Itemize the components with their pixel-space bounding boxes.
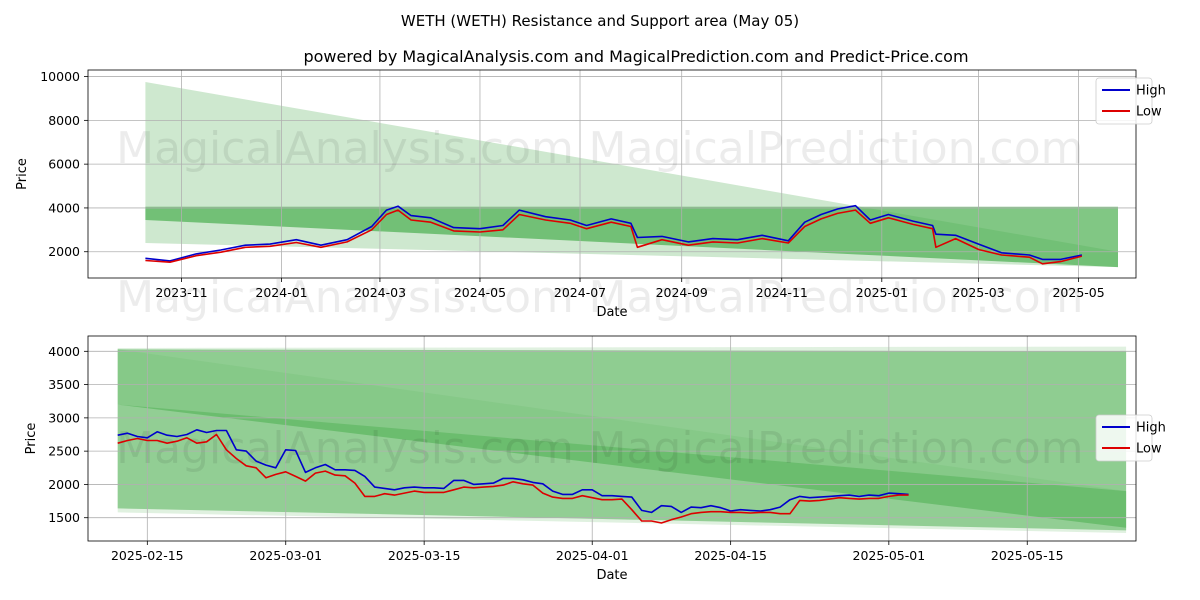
y-axis-label: Price (15, 158, 30, 190)
x-tick-label: 2025-03-15 (388, 548, 461, 563)
series-line-high (145, 204, 1083, 262)
y-tick-label: 2000 (48, 244, 80, 259)
y-tick-label: 6000 (48, 157, 80, 172)
x-tick-label: 2025-05-01 (853, 548, 926, 563)
axes-frame (87, 69, 1137, 279)
x-tick-label: 2023-11 (155, 285, 207, 300)
series-line-low (117, 433, 909, 524)
x-tick-label: 2024-07 (554, 285, 606, 300)
x-tick-label: 2025-04-01 (556, 548, 629, 563)
legend-label-high: High (1136, 421, 1166, 436)
band-dark (117, 349, 1127, 528)
y-tick-label: 2000 (48, 477, 80, 492)
chart-title: WETH (WETH) Resistance and Support area … (401, 12, 799, 30)
y-axis-label: Price (24, 423, 39, 455)
y-tick-label: 4000 (48, 200, 80, 215)
x-tick-label: 2025-02-15 (111, 548, 184, 563)
y-tick-label: 4000 (48, 344, 80, 359)
series-line-high (117, 429, 909, 514)
watermark: MagicalAnalysis.com (116, 123, 574, 174)
bottom-panel: 2025-02-15 2025-03-01 2025-03-15 2025-04-01… (24, 335, 1166, 583)
legend-label-low: Low (1136, 105, 1162, 120)
watermark: MagicalAnalysis.com (116, 272, 574, 323)
x-tick-label: 2024-11 (756, 285, 808, 300)
x-tick-label: 2025-01 (856, 285, 908, 300)
x-tick-label: 2025-05 (1052, 285, 1104, 300)
x-tick-label: 2024-09 (656, 285, 708, 300)
x-axis-label: Date (596, 568, 627, 583)
y-tick-label: 2500 (48, 444, 80, 459)
series-line-low (145, 209, 1083, 265)
y-tick-label: 8000 (48, 113, 80, 128)
x-tick-label: 2025-05-15 (991, 548, 1064, 563)
chart-subtitle: powered by MagicalAnalysis.com and Magic… (303, 47, 968, 66)
legend-label-low: Low (1136, 442, 1162, 457)
x-tick-label: 2025-03-01 (249, 548, 322, 563)
legend-label-high: High (1136, 84, 1166, 99)
top-panel: 2023-11 2024-01 2024-03 2024-05 2024-07 2024-… (15, 69, 1166, 323)
legend: High Low (1095, 414, 1166, 462)
watermark: MagicalPrediction.com (589, 272, 1084, 323)
watermark: MagicalAnalysis.com (116, 423, 574, 474)
y-tick-label: 3000 (48, 410, 80, 425)
x-tick-label: 2024-01 (255, 285, 307, 300)
x-tick-label: 2024-03 (354, 285, 406, 300)
x-tick-label: 2024-05 (454, 285, 506, 300)
x-tick-label: 2025-04-15 (694, 548, 767, 563)
y-tick-label: 10000 (40, 69, 80, 84)
y-tick-label: 1500 (48, 510, 80, 525)
legend: High Low (1095, 77, 1166, 125)
x-axis-label: Date (596, 305, 627, 320)
watermark: MagicalPrediction.com (589, 423, 1084, 474)
watermark: MagicalPrediction.com (589, 123, 1084, 174)
x-tick-label: 2025-03 (952, 285, 1004, 300)
y-tick-label: 3500 (48, 377, 80, 392)
